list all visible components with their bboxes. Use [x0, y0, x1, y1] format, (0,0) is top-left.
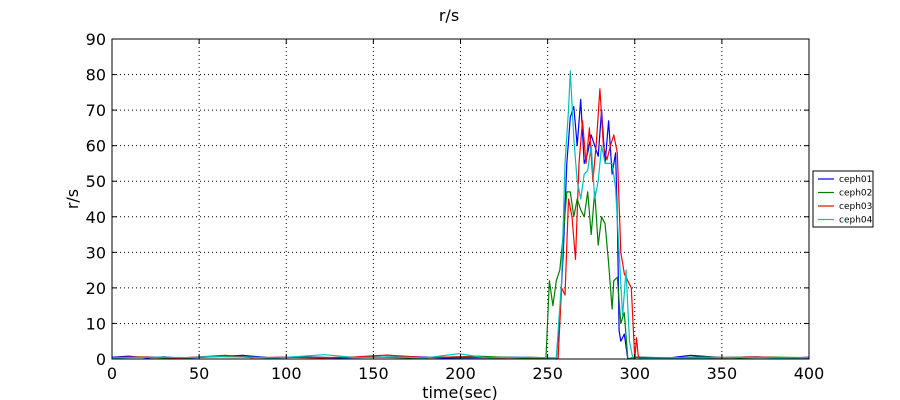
y-tick-label: 10	[86, 314, 106, 333]
y-tick-label: 30	[86, 243, 106, 262]
legend-label-ceph03: ceph03	[839, 202, 872, 212]
series-line-ceph03	[111, 88, 810, 360]
legend: ceph01 ceph02 ceph03 ceph04	[812, 170, 874, 228]
y-tick-label: 20	[86, 279, 106, 298]
y-tick-label: 50	[86, 172, 106, 191]
y-tick-labels: 0 10 20 30 40 50 60 70 80 90	[86, 30, 106, 369]
plot-area	[111, 38, 810, 360]
y-tick-label: 90	[86, 30, 106, 49]
legend-label-ceph01: ceph01	[839, 175, 872, 185]
x-tick-label: 350	[707, 364, 738, 383]
x-tick-label: 400	[794, 364, 825, 383]
y-axis-title: r/s	[63, 189, 82, 209]
y-tick-label: 0	[96, 350, 106, 369]
x-tick-label: 200	[445, 364, 476, 383]
y-tick-label: 70	[86, 101, 106, 120]
legend-label-ceph04: ceph04	[839, 216, 873, 226]
x-tick-labels: 0 50 100 150 200 250 300 350 400	[107, 364, 824, 383]
x-axis-title: time(sec)	[422, 383, 498, 400]
x-tick-label: 150	[358, 364, 389, 383]
y-tick-label: 80	[86, 66, 106, 85]
y-tick-label: 40	[86, 208, 106, 227]
ticks	[111, 38, 810, 360]
y-tick-label: 60	[86, 137, 106, 156]
legend-label-ceph02: ceph02	[839, 189, 872, 199]
x-tick-label: 50	[189, 364, 209, 383]
x-tick-label: 100	[271, 364, 302, 383]
grid	[112, 39, 809, 359]
x-tick-label: 300	[619, 364, 650, 383]
x-tick-label: 250	[532, 364, 563, 383]
x-tick-label: 0	[107, 364, 117, 383]
legend-box	[812, 170, 874, 228]
chart-title: r/s	[439, 6, 459, 25]
series-line-ceph04	[111, 70, 810, 360]
legend-items: ceph01 ceph02 ceph03 ceph04	[818, 175, 873, 226]
